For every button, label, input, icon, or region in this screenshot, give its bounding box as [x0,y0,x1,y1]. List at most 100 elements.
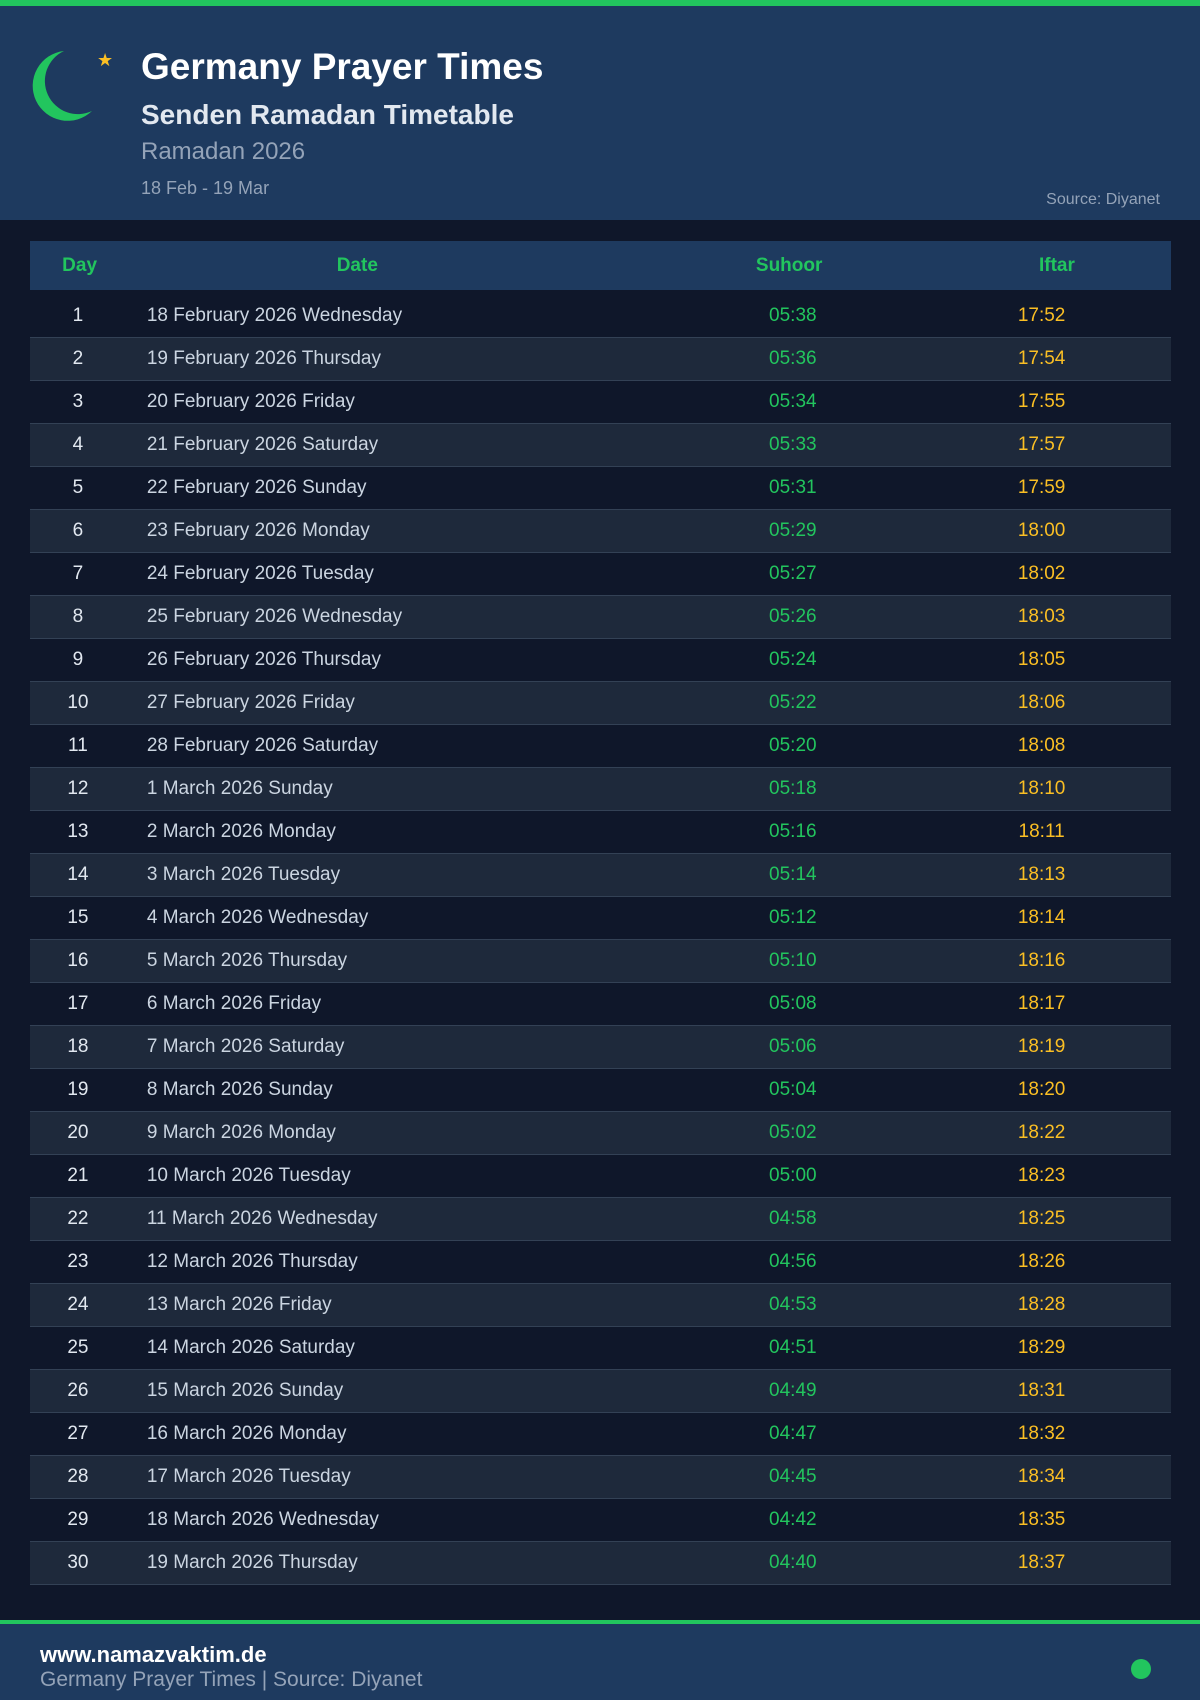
day-cell: 20 [67,1122,89,1143]
table-row: 25 14 March 2026 Saturday 04:51 18:29 [30,1327,1171,1370]
suhoor-cell: 04:47 [769,1423,817,1444]
day-cell: 1 [72,305,84,326]
suhoor-cell: 05:16 [769,821,817,842]
ramadan-year: Ramadan 2026 [141,138,306,165]
day-cell: 6 [72,520,84,541]
column-header-date: Date [336,254,378,276]
table-header: Day Date Suhoor Iftar [30,241,1171,290]
suhoor-cell: 05:26 [769,606,817,627]
footer-url: www.namazvaktim.de [40,1642,267,1667]
date-cell: 25 February 2026 Wednesday [146,606,403,627]
iftar-cell: 18:29 [1017,1337,1066,1358]
iftar-cell: 17:54 [1017,348,1066,369]
iftar-cell: 18:14 [1017,907,1066,928]
date-cell: 24 February 2026 Tuesday [146,563,374,584]
day-cell: 22 [67,1208,89,1229]
table-row: 2 19 February 2026 Thursday 05:36 17:54 [30,338,1171,381]
day-cell: 15 [67,907,89,928]
day-cell: 21 [67,1165,89,1186]
table-row: 15 4 March 2026 Wednesday 05:12 18:14 [30,897,1171,940]
header: ★ Germany Prayer Times Senden Ramadan Ti… [0,6,1200,220]
table-row: 1 18 February 2026 Wednesday 05:38 17:52 [30,295,1171,338]
day-cell: 24 [67,1294,89,1315]
suhoor-cell: 04:58 [769,1208,817,1229]
iftar-cell: 18:20 [1017,1079,1066,1100]
suhoor-cell: 05:02 [769,1122,817,1143]
table-row: 12 1 March 2026 Sunday 05:18 18:10 [30,768,1171,811]
table-row: 23 12 March 2026 Thursday 04:56 18:26 [30,1241,1171,1284]
table-row: 8 25 February 2026 Wednesday 05:26 18:03 [30,596,1171,639]
status-dot-icon [1131,1659,1151,1679]
date-cell: 21 February 2026 Saturday [146,434,379,455]
suhoor-cell: 04:49 [769,1380,817,1401]
day-cell: 25 [67,1337,89,1358]
iftar-cell: 18:26 [1017,1251,1066,1272]
date-cell: 18 February 2026 Wednesday [146,305,403,326]
table-row: 21 10 March 2026 Tuesday 05:00 18:23 [30,1155,1171,1198]
suhoor-cell: 05:24 [769,649,817,670]
table-row: 11 28 February 2026 Saturday 05:20 18:08 [30,725,1171,768]
date-cell: 23 February 2026 Monday [146,520,370,541]
date-cell: 6 March 2026 Friday [146,993,322,1014]
table-row: 16 5 March 2026 Thursday 05:10 18:16 [30,940,1171,983]
iftar-cell: 18:34 [1017,1466,1066,1487]
suhoor-cell: 05:29 [769,520,817,541]
iftar-cell: 17:55 [1017,391,1066,412]
table-row: 9 26 February 2026 Thursday 05:24 18:05 [30,639,1171,682]
table-row: 3 20 February 2026 Friday 05:34 17:55 [30,381,1171,424]
source-label: Source: Diyanet [1046,191,1160,208]
suhoor-cell: 05:33 [769,434,817,455]
table-row: 20 9 March 2026 Monday 05:02 18:22 [30,1112,1171,1155]
suhoor-cell: 04:45 [769,1466,817,1487]
day-cell: 27 [67,1423,89,1444]
table-row: 22 11 March 2026 Wednesday 04:58 18:25 [30,1198,1171,1241]
suhoor-cell: 05:22 [769,692,817,713]
day-cell: 4 [72,434,84,455]
suhoor-cell: 05:27 [769,563,817,584]
date-cell: 12 March 2026 Thursday [146,1251,358,1272]
iftar-cell: 18:22 [1017,1122,1066,1143]
day-cell: 26 [67,1380,89,1401]
suhoor-cell: 05:12 [769,907,817,928]
date-cell: 22 February 2026 Sunday [146,477,367,498]
day-cell: 16 [67,950,89,971]
date-cell: 5 March 2026 Thursday [146,950,348,971]
day-cell: 7 [72,563,84,584]
suhoor-cell: 05:00 [769,1165,817,1186]
column-header-suhoor: Suhoor [755,254,823,276]
suhoor-cell: 05:20 [769,735,817,756]
iftar-cell: 18:06 [1017,692,1066,713]
iftar-cell: 18:02 [1017,563,1066,584]
suhoor-cell: 04:40 [769,1552,817,1573]
date-cell: 17 March 2026 Tuesday [146,1466,351,1487]
date-cell: 4 March 2026 Wednesday [146,907,369,928]
day-cell: 3 [72,391,84,412]
table-row: 27 16 March 2026 Monday 04:47 18:32 [30,1413,1171,1456]
date-cell: 9 March 2026 Monday [146,1122,336,1143]
suhoor-cell: 05:08 [769,993,817,1014]
table-row: 26 15 March 2026 Sunday 04:49 18:31 [30,1370,1171,1413]
day-cell: 11 [68,735,88,756]
iftar-cell: 18:32 [1017,1423,1066,1444]
date-cell: 7 March 2026 Saturday [146,1036,345,1057]
day-cell: 13 [67,821,89,842]
day-cell: 18 [67,1036,89,1057]
day-cell: 12 [67,778,89,799]
suhoor-cell: 04:42 [769,1509,817,1530]
footer-subtitle: Germany Prayer Times | Source: Diyanet [40,1668,423,1691]
table-row: 4 21 February 2026 Saturday 05:33 17:57 [30,424,1171,467]
star-icon: ★ [97,50,114,70]
iftar-cell: 18:10 [1017,778,1066,799]
date-cell: 16 March 2026 Monday [146,1423,347,1444]
iftar-cell: 18:00 [1017,520,1066,541]
suhoor-cell: 05:06 [769,1036,817,1057]
day-cell: 17 [67,993,89,1014]
iftar-cell: 18:31 [1017,1380,1066,1401]
date-cell: 28 February 2026 Saturday [146,735,379,756]
crescent-moon-icon [32,51,92,121]
iftar-cell: 17:59 [1017,477,1066,498]
date-cell: 8 March 2026 Sunday [146,1079,333,1100]
day-cell: 23 [67,1251,89,1272]
date-cell: 3 March 2026 Tuesday [146,864,341,885]
date-range: 18 Feb - 19 Mar [141,178,270,198]
